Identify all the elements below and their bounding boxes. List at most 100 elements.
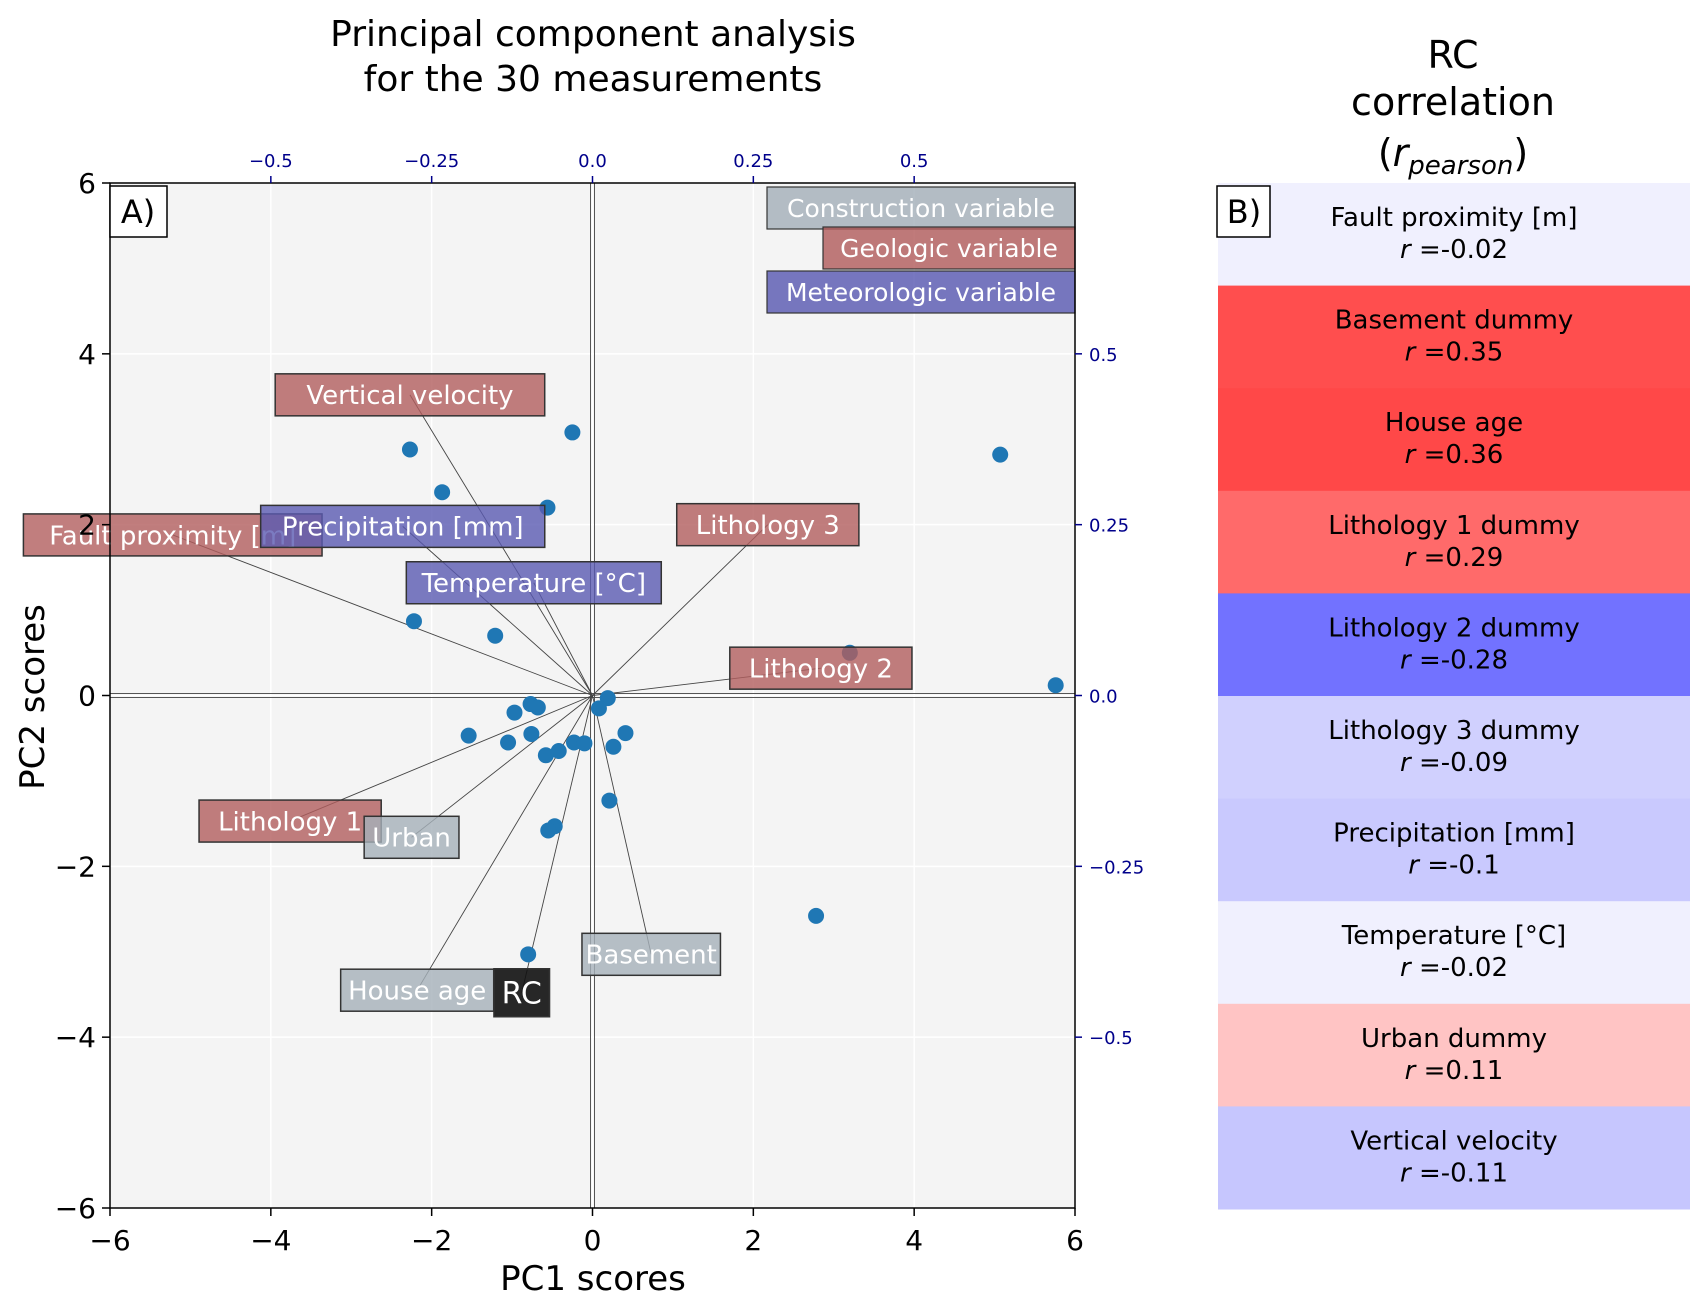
score-point xyxy=(601,792,618,809)
corr-r-symbol: r xyxy=(1400,1158,1419,1188)
right-tick-label: −0.5 xyxy=(1089,1028,1133,1049)
corr-r-value: =-0.02 xyxy=(1419,953,1508,983)
corr-row-name: Temperature [°C] xyxy=(1341,921,1566,951)
corr-row-value: r =0.36 xyxy=(1405,440,1504,470)
corr-r-value: =0.29 xyxy=(1424,543,1504,573)
x-tick-label: 6 xyxy=(1066,1224,1084,1257)
score-point xyxy=(605,738,622,755)
corr-row-value: r =-0.02 xyxy=(1400,953,1508,983)
score-point xyxy=(550,743,567,760)
loading-label-box xyxy=(729,646,913,690)
pca-title-line1: Principal component analysis xyxy=(330,14,856,55)
score-point xyxy=(808,907,825,924)
y-tick-label: 2 xyxy=(78,509,96,542)
legend-entry-box xyxy=(766,186,1076,230)
loading-label-box xyxy=(405,561,663,605)
corr-row-name: Fault proximity [m] xyxy=(1330,203,1577,233)
corr-row-name: Lithology 3 dummy xyxy=(1328,716,1579,746)
corr-r-value: =-0.1 xyxy=(1427,851,1500,881)
corr-r-symbol: r xyxy=(1400,748,1419,778)
panel-a-label: A) xyxy=(121,193,155,231)
loading-line xyxy=(592,695,652,955)
corr-row-name: Precipitation [mm] xyxy=(1333,819,1575,849)
corr-row-value: r =0.29 xyxy=(1405,543,1504,573)
corr-row xyxy=(1218,798,1690,902)
pca-right-loading-axis: 0.5 0.25 0.0 −0.25 −0.5 xyxy=(1075,345,1144,1049)
loading-label-box xyxy=(363,815,460,860)
loading-label: Temperature [°C] xyxy=(421,569,646,599)
right-tick-label: 0.5 xyxy=(1089,345,1118,366)
pca-top-loading-axis: −0.5 −0.25 0.0 0.25 0.5 xyxy=(249,151,928,183)
corr-r-symbol: r xyxy=(1405,1056,1424,1086)
x-tick-label: −6 xyxy=(89,1224,130,1257)
loading-label-box xyxy=(581,932,722,977)
panel-b-label: B) xyxy=(1227,193,1261,231)
score-point xyxy=(529,699,546,716)
score-point xyxy=(405,613,422,630)
corr-r-symbol: r xyxy=(1400,235,1419,265)
corr-row xyxy=(1218,1003,1690,1107)
corr-row-name: Vertical velocity xyxy=(1350,1126,1557,1156)
x-tick-label: 0 xyxy=(584,1224,602,1257)
right-tick-label: 0.0 xyxy=(1089,687,1118,708)
score-point xyxy=(460,727,477,744)
loading-label: Lithology 3 xyxy=(696,511,840,541)
corr-title-line1: RC xyxy=(1427,33,1478,77)
loading-line xyxy=(402,526,593,696)
y-tick-label: 0 xyxy=(78,680,96,713)
pca-group-legend: Construction variable Geologic variable Me… xyxy=(766,186,1076,314)
pca-title-line2: for the 30 measurements xyxy=(364,59,823,100)
pca-y-axis: −6 −4 −2 0 2 4 6 xyxy=(55,167,110,1225)
score-point xyxy=(576,735,593,752)
top-tick-label: −0.5 xyxy=(249,151,293,172)
x-tick-label: −2 xyxy=(411,1224,452,1257)
corr-r-value: =-0.02 xyxy=(1419,235,1508,265)
corr-r-symbol: r xyxy=(1408,851,1427,881)
score-point xyxy=(564,424,581,441)
loading-label-box xyxy=(274,373,546,417)
top-tick-label: −0.25 xyxy=(404,151,459,172)
loading-line xyxy=(172,534,593,696)
corr-r-value: =0.35 xyxy=(1424,338,1504,368)
loading-label: Basement xyxy=(586,941,717,971)
loading-label: Lithology 2 xyxy=(749,655,893,685)
corr-row xyxy=(1218,901,1690,1005)
corr-row xyxy=(1218,285,1690,389)
corr-r-symbol: r xyxy=(1400,645,1419,675)
corr-row xyxy=(1218,388,1690,492)
score-point xyxy=(590,700,607,717)
legend-entry-label: Meteorologic variable xyxy=(786,278,1056,307)
y-tick-label: −4 xyxy=(55,1021,96,1054)
top-tick-label: 0.25 xyxy=(733,151,773,172)
corr-r-symbol: r xyxy=(1405,440,1424,470)
corr-row xyxy=(1218,696,1690,800)
legend-entry-label: Construction variable xyxy=(787,194,1055,223)
corr-row-name: Urban dummy xyxy=(1361,1024,1547,1054)
score-point xyxy=(1047,677,1064,694)
loading-label: House age xyxy=(348,977,486,1007)
corr-row-value: r =-0.09 xyxy=(1400,748,1508,778)
corr-title-line3: (rpearson) xyxy=(1378,131,1528,181)
corr-row xyxy=(1218,490,1690,594)
y-tick-label: 4 xyxy=(78,338,96,371)
pca-y-axis-label: PC2 scores xyxy=(13,604,53,790)
loading-label: RC xyxy=(502,977,542,1012)
corr-row-value: r =-0.28 xyxy=(1400,645,1508,675)
corr-row-name: Basement dummy xyxy=(1335,306,1574,336)
loading-label-box xyxy=(259,504,546,549)
score-point xyxy=(540,822,557,839)
loading-label: Lithology 1 xyxy=(218,807,362,837)
legend-entry-box xyxy=(822,226,1076,270)
right-tick-label: 0.25 xyxy=(1089,516,1129,537)
corr-row-name: Lithology 2 dummy xyxy=(1328,613,1579,643)
corr-r-symbol: r xyxy=(1405,338,1424,368)
panel-a-label-box xyxy=(109,185,168,238)
loading-line xyxy=(592,524,769,696)
loading-label: Fault proximity [m] xyxy=(49,521,296,551)
x-tick-label: 2 xyxy=(744,1224,762,1257)
score-point xyxy=(617,725,634,742)
corr-row xyxy=(1218,183,1690,287)
loading-label: Precipitation [mm] xyxy=(282,513,524,543)
